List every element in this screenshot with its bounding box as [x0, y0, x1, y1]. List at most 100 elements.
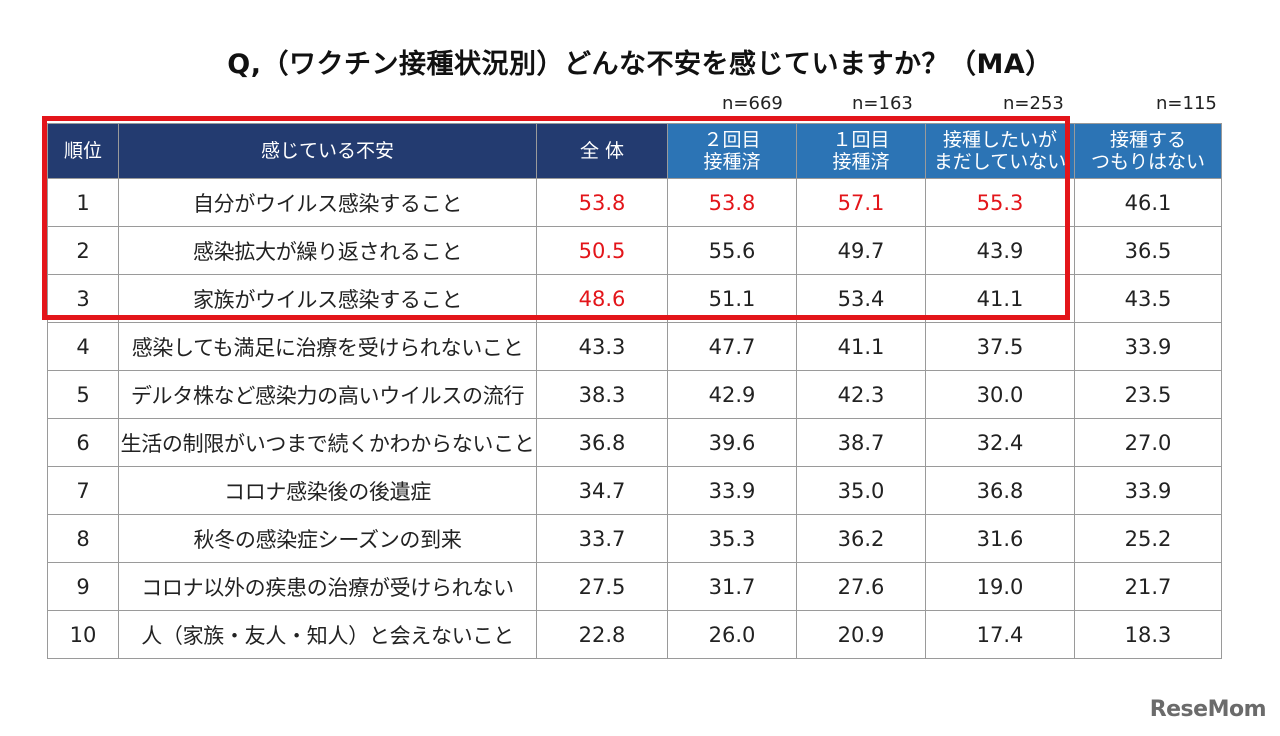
rank-cell: 2	[47, 226, 119, 275]
sample-size-first-dose: n=163	[852, 93, 913, 114]
header-line: ２回目	[703, 129, 761, 151]
table-row: 3 家族がウイルス感染すること 48.6 51.1 53.4 41.1 43.5	[47, 274, 1222, 323]
rank-cell: 6	[47, 418, 119, 467]
header-rank: 順位	[47, 123, 119, 179]
value-cell: 36.5	[1074, 226, 1222, 275]
value-cell: 27.5	[536, 562, 668, 611]
header-line: 接種したいが	[942, 129, 1057, 151]
rank-cell: 3	[47, 274, 119, 323]
value-cell: 57.1	[796, 178, 926, 227]
anxiety-item-cell: デルタ株など感染力の高いウイルスの流行	[118, 370, 537, 419]
value-cell: 53.8	[667, 178, 797, 227]
value-cell: 42.3	[796, 370, 926, 419]
rank-cell: 9	[47, 562, 119, 611]
rank-cell: 10	[47, 610, 119, 659]
value-cell: 34.7	[536, 466, 668, 515]
value-cell: 43.5	[1074, 274, 1222, 323]
value-cell: 41.1	[796, 322, 926, 371]
anxiety-item-cell: 生活の制限がいつまで続くかわからないこと	[118, 418, 537, 467]
anxiety-item-cell: コロナ感染後の後遺症	[118, 466, 537, 515]
anxiety-item-cell: 自分がウイルス感染すること	[118, 178, 537, 227]
value-cell: 46.1	[1074, 178, 1222, 227]
header-line: 順位	[63, 140, 102, 162]
header-want-not-yet: 接種したいが まだしていない	[925, 123, 1075, 179]
value-cell: 55.6	[667, 226, 797, 275]
value-cell: 36.2	[796, 514, 926, 563]
sample-size-want-not-yet: n=253	[1003, 93, 1064, 114]
header-line: 感じている不安	[260, 140, 394, 162]
value-cell: 48.6	[536, 274, 668, 323]
value-cell: 35.0	[796, 466, 926, 515]
sample-size-second-dose: n=669	[722, 93, 783, 114]
value-cell: 19.0	[925, 562, 1075, 611]
value-cell: 39.6	[667, 418, 797, 467]
value-cell: 17.4	[925, 610, 1075, 659]
value-cell: 30.0	[925, 370, 1075, 419]
value-cell: 27.0	[1074, 418, 1222, 467]
rank-cell: 7	[47, 466, 119, 515]
header-second-dose: ２回目 接種済	[667, 123, 797, 179]
anxiety-table: 順位 感じている不安 全 体 ２回目 接種済 １回目 接種済 接種したいが まだしてい…	[47, 123, 1222, 659]
anxiety-item-cell: コロナ以外の疾患の治療が受けられない	[118, 562, 537, 611]
table-row: 10 人（家族・友人・知人）と会えないこと 22.8 26.0 20.9 17.4 18.3	[47, 610, 1222, 659]
value-cell: 18.3	[1074, 610, 1222, 659]
table-row: 7 コロナ感染後の後遺症 34.7 33.9 35.0 36.8 33.9	[47, 466, 1222, 515]
header-line: 接種する	[1109, 129, 1186, 151]
rank-cell: 5	[47, 370, 119, 419]
anxiety-item-cell: 家族がウイルス感染すること	[118, 274, 537, 323]
value-cell: 47.7	[667, 322, 797, 371]
value-cell: 25.2	[1074, 514, 1222, 563]
anxiety-item-cell: 感染しても満足に治療を受けられないこと	[118, 322, 537, 371]
header-line: １回目	[832, 129, 890, 151]
value-cell: 23.5	[1074, 370, 1222, 419]
value-cell: 27.6	[796, 562, 926, 611]
value-cell: 43.3	[536, 322, 668, 371]
value-cell: 31.7	[667, 562, 797, 611]
header-line: まだしていない	[933, 151, 1067, 173]
table-row: 6 生活の制限がいつまで続くかわからないこと 36.8 39.6 38.7 32.4 27.…	[47, 418, 1222, 467]
value-cell: 38.7	[796, 418, 926, 467]
value-cell: 32.4	[925, 418, 1075, 467]
value-cell: 26.0	[667, 610, 797, 659]
table-row: 5 デルタ株など感染力の高いウイルスの流行 38.3 42.9 42.3 30.0 23.5	[47, 370, 1222, 419]
chart-title: Q,（ワクチン接種状況別）どんな不安を感じていますか？（MA）	[227, 49, 1053, 80]
value-cell: 41.1	[925, 274, 1075, 323]
header-first-dose: １回目 接種済	[796, 123, 926, 179]
value-cell: 33.9	[667, 466, 797, 515]
anxiety-item-cell: 秋冬の感染症シーズンの到来	[118, 514, 537, 563]
value-cell: 55.3	[925, 178, 1075, 227]
anxiety-item-cell: 感染拡大が繰り返されること	[118, 226, 537, 275]
value-cell: 51.1	[667, 274, 797, 323]
header-line: 全 体	[579, 140, 625, 162]
table-row: 9 コロナ以外の疾患の治療が受けられない 27.5 31.7 27.6 19.0 21.7	[47, 562, 1222, 611]
table-row: 8 秋冬の感染症シーズンの到来 33.7 35.3 36.2 31.6 25.2	[47, 514, 1222, 563]
value-cell: 21.7	[1074, 562, 1222, 611]
resemom-logo: ReseMom	[1149, 697, 1267, 722]
header-line: つもりはない	[1090, 151, 1205, 173]
table-row: 4 感染しても満足に治療を受けられないこと 43.3 47.7 41.1 37.5 33.9	[47, 322, 1222, 371]
value-cell: 31.6	[925, 514, 1075, 563]
value-cell: 33.7	[536, 514, 668, 563]
value-cell: 38.3	[536, 370, 668, 419]
header-no-intention: 接種する つもりはない	[1074, 123, 1222, 179]
value-cell: 49.7	[796, 226, 926, 275]
header-total: 全 体	[536, 123, 668, 179]
rank-cell: 4	[47, 322, 119, 371]
rank-cell: 8	[47, 514, 119, 563]
rank-cell: 1	[47, 178, 119, 227]
value-cell: 53.8	[536, 178, 668, 227]
value-cell: 37.5	[925, 322, 1075, 371]
sample-size-no-intention: n=115	[1156, 93, 1217, 114]
anxiety-item-cell: 人（家族・友人・知人）と会えないこと	[118, 610, 537, 659]
value-cell: 35.3	[667, 514, 797, 563]
value-cell: 36.8	[536, 418, 668, 467]
header-line: 接種済	[703, 151, 761, 173]
value-cell: 33.9	[1074, 322, 1222, 371]
value-cell: 53.4	[796, 274, 926, 323]
value-cell: 50.5	[536, 226, 668, 275]
value-cell: 36.8	[925, 466, 1075, 515]
value-cell: 42.9	[667, 370, 797, 419]
table-row: 2 感染拡大が繰り返されること 50.5 55.6 49.7 43.9 36.5	[47, 226, 1222, 275]
value-cell: 20.9	[796, 610, 926, 659]
header-line: 接種済	[832, 151, 890, 173]
